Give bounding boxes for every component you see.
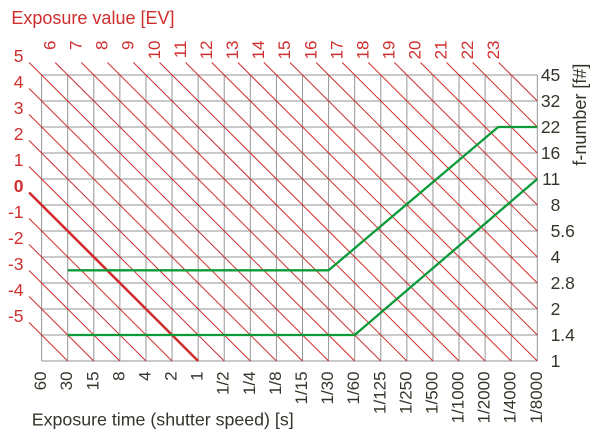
svg-text:21: 21 [432, 41, 451, 60]
svg-text:12: 12 [197, 41, 216, 60]
svg-text:22: 22 [458, 41, 477, 60]
svg-text:19: 19 [380, 41, 399, 60]
svg-text:1/4000: 1/4000 [501, 371, 520, 423]
svg-text:8: 8 [109, 371, 128, 380]
svg-text:4: 4 [551, 247, 561, 267]
svg-text:16: 16 [541, 143, 560, 163]
svg-text:1/15: 1/15 [292, 371, 311, 404]
svg-text:32: 32 [541, 91, 560, 111]
svg-text:11: 11 [171, 41, 190, 59]
svg-text:45: 45 [541, 65, 560, 85]
svg-text:0: 0 [14, 176, 24, 196]
svg-text:1/8: 1/8 [266, 371, 285, 395]
svg-text:1: 1 [551, 351, 561, 371]
svg-text:15: 15 [83, 371, 102, 390]
svg-text:5: 5 [14, 46, 24, 66]
svg-text:Exposure value [EV]: Exposure value [EV] [11, 8, 174, 28]
svg-text:2: 2 [551, 299, 561, 319]
svg-text:1/4: 1/4 [240, 371, 259, 395]
svg-text:1: 1 [551, 325, 561, 345]
svg-text:2: 2 [14, 124, 24, 144]
svg-text:1: 1 [14, 150, 24, 170]
svg-text:13: 13 [223, 41, 242, 60]
svg-text:4: 4 [14, 72, 24, 92]
svg-text:10: 10 [145, 41, 164, 60]
svg-text:20: 20 [406, 41, 425, 60]
svg-text:2: 2 [162, 371, 181, 380]
svg-text:18: 18 [353, 41, 372, 60]
svg-text:8: 8 [551, 195, 561, 215]
svg-text:-5: -5 [8, 306, 24, 326]
svg-text:30: 30 [57, 371, 76, 390]
svg-text:6: 6 [40, 41, 59, 50]
svg-text:11: 11 [542, 169, 560, 189]
svg-text:22: 22 [541, 117, 560, 137]
svg-text:-2: -2 [8, 228, 24, 248]
svg-text:1: 1 [188, 371, 207, 380]
svg-text:.6: .6 [560, 221, 575, 241]
svg-text:7: 7 [66, 41, 85, 50]
svg-text:f-number [f#]: f-number [f#] [570, 64, 590, 166]
svg-text:1/2000: 1/2000 [475, 371, 494, 423]
svg-text:1/8000: 1/8000 [527, 371, 546, 423]
svg-text:1/250: 1/250 [396, 371, 415, 414]
svg-text:1/125: 1/125 [370, 371, 389, 414]
svg-text:1/2: 1/2 [214, 371, 233, 395]
svg-text:2: 2 [551, 273, 561, 293]
svg-text:15: 15 [275, 41, 294, 60]
svg-text:17: 17 [327, 41, 346, 60]
svg-text:1/60: 1/60 [344, 371, 363, 404]
svg-text:8: 8 [93, 41, 112, 50]
svg-text:.4: .4 [560, 325, 575, 345]
svg-text:16: 16 [301, 41, 320, 60]
svg-text:3: 3 [14, 98, 24, 118]
svg-text:.8: .8 [560, 273, 575, 293]
svg-text:60: 60 [31, 371, 50, 390]
svg-text:-1: -1 [8, 202, 24, 222]
svg-text:1/1000: 1/1000 [449, 371, 468, 423]
svg-text:23: 23 [484, 41, 503, 60]
svg-text:4: 4 [135, 371, 154, 380]
svg-text:9: 9 [119, 41, 138, 50]
svg-text:Exposure time (shutter speed): Exposure time (shutter speed) [s] [32, 410, 294, 430]
svg-text:1/500: 1/500 [422, 371, 441, 414]
svg-text:-3: -3 [8, 254, 24, 274]
svg-text:5: 5 [551, 221, 561, 241]
svg-text:14: 14 [249, 41, 268, 60]
svg-text:1/30: 1/30 [318, 371, 337, 404]
svg-text:-4: -4 [8, 280, 24, 300]
